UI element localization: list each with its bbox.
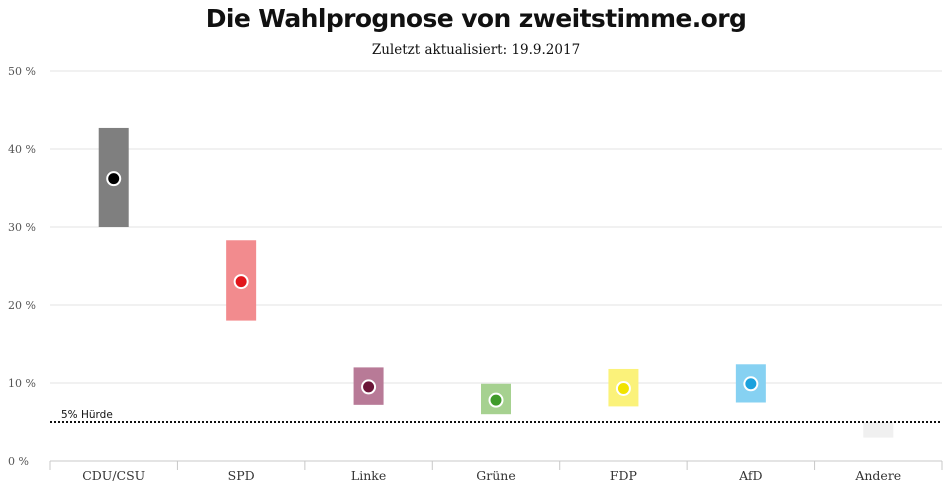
x-tick-label: CDU/CSU [82,468,145,483]
chart-title: Die Wahlprognose von zweitstimme.org [205,4,747,33]
y-tick-label: 20 % [8,299,36,312]
y-tick-label: 50 % [8,65,36,78]
x-tick-label: Grüne [476,468,515,483]
y-tick-label: 10 % [8,377,36,390]
x-tick-label: Andere [854,468,901,483]
x-tick-label: AfD [738,468,762,483]
y-tick-label: 30 % [8,221,36,234]
x-tick-label: FDP [610,468,637,483]
grid-layer [49,70,943,470]
y-tick-label: 0 % [8,455,29,468]
range-bar [863,422,894,438]
x-tick-label: SPD [228,468,255,483]
threshold-label: 5% Hürde [61,409,113,421]
forecast-point [615,380,631,396]
chart-subtitle: Zuletzt aktualisiert: 19.9.2017 [371,42,581,58]
label-layer: 0 % 10 % 20 % 30 % 40 % 50 % CDU/CSU SPD Linke Gr… [8,65,901,483]
x-tick-label: Linke [351,468,386,483]
point-layer [106,171,759,408]
forecast-point [233,274,249,290]
forecast-point [106,171,122,187]
forecast-point [361,379,377,395]
forecast-point [743,376,759,392]
forecast-point [488,392,504,408]
y-tick-label: 40 % [8,143,36,156]
range-layer [98,127,894,438]
